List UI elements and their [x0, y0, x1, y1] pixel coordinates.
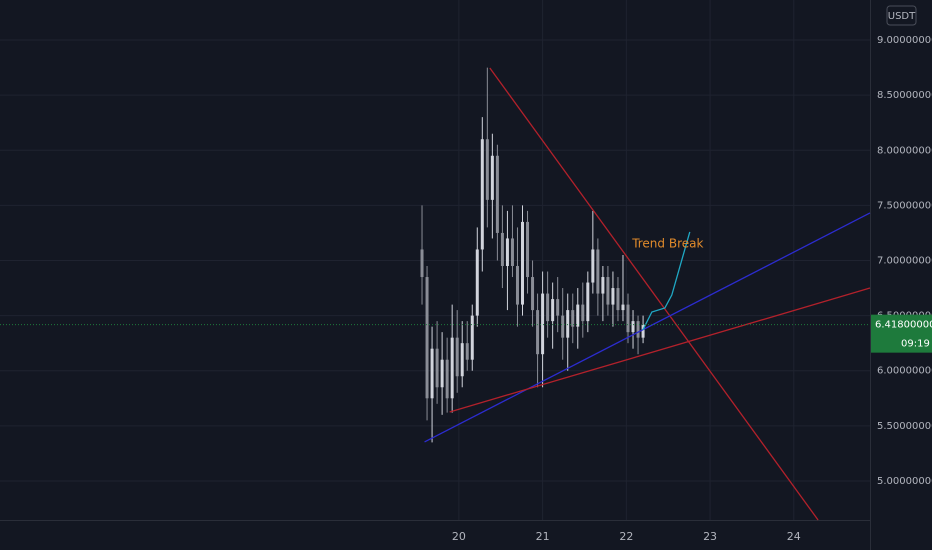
- candle-body: [616, 288, 620, 311]
- candle-body: [440, 359, 444, 388]
- candle-body: [611, 288, 615, 305]
- candle-body: [485, 139, 489, 200]
- candle-body: [490, 155, 494, 200]
- y-tick-label: 5.00000000: [877, 476, 932, 487]
- candle-body: [465, 343, 469, 360]
- candle-body: [515, 266, 519, 305]
- candle-body: [510, 238, 514, 267]
- candle-body: [636, 321, 640, 338]
- candle-body: [631, 321, 635, 333]
- candle-body: [450, 337, 454, 399]
- y-tick-label: 7.50000000: [877, 200, 932, 211]
- trend-line: [642, 231, 691, 331]
- candle-body: [526, 221, 530, 278]
- candle-body: [460, 343, 464, 377]
- candle-body: [601, 277, 605, 294]
- candle-body: [531, 277, 535, 311]
- candle-body: [420, 249, 424, 278]
- candle-body: [596, 249, 600, 294]
- trend-line: [449, 287, 871, 413]
- trend-line: [424, 212, 871, 443]
- candle-body: [475, 249, 479, 316]
- candle-body: [521, 221, 525, 305]
- x-tick-label: 20: [452, 530, 466, 543]
- y-tick-label: 8.50000000: [877, 90, 932, 101]
- candle-body: [455, 337, 459, 377]
- y-tick-label: 8.00000000: [877, 145, 932, 156]
- candle-body: [505, 238, 509, 267]
- candle-body: [480, 139, 484, 250]
- currency-box[interactable]: [886, 5, 917, 26]
- y-tick-label: 7.00000000: [877, 255, 932, 266]
- candle-body: [561, 315, 565, 338]
- candle-body: [641, 324, 645, 338]
- candle-body: [566, 310, 570, 338]
- candle-body: [576, 304, 580, 327]
- x-tick-label: 24: [787, 530, 801, 543]
- last-price-badge: [871, 314, 932, 353]
- trend-line: [489, 67, 819, 521]
- candle-body: [536, 310, 540, 355]
- candle-body: [500, 232, 504, 267]
- candle-body: [626, 304, 630, 333]
- annotation: Trend Break: [631, 236, 703, 250]
- candle-body: [551, 299, 555, 322]
- candle-body: [435, 348, 439, 388]
- candle-body: [556, 299, 560, 316]
- countdown: 09:19: [901, 339, 930, 350]
- candle-body: [591, 249, 595, 283]
- y-tick-label: 9.00000000: [877, 35, 932, 46]
- candle-body: [470, 315, 474, 360]
- candle-body: [541, 293, 545, 355]
- candle-body: [571, 310, 575, 327]
- x-tick-label: 23: [703, 530, 717, 543]
- candle-body: [430, 348, 434, 399]
- last-price-label: 6.41800000: [875, 320, 932, 331]
- candle-body: [445, 359, 449, 399]
- x-tick-label: 21: [536, 530, 550, 543]
- candle-body: [425, 277, 429, 399]
- y-tick-label: 5.50000000: [877, 421, 932, 432]
- candle-body: [546, 293, 550, 322]
- candle-body: [606, 277, 610, 305]
- candle-body: [495, 155, 499, 233]
- currency[interactable]: USDT: [888, 11, 916, 22]
- candle-body: [586, 282, 590, 322]
- candle-body: [581, 304, 585, 322]
- y-tick-label: 6.00000000: [877, 366, 932, 377]
- candle-body: [621, 304, 625, 311]
- x-tick-label: 22: [619, 530, 633, 543]
